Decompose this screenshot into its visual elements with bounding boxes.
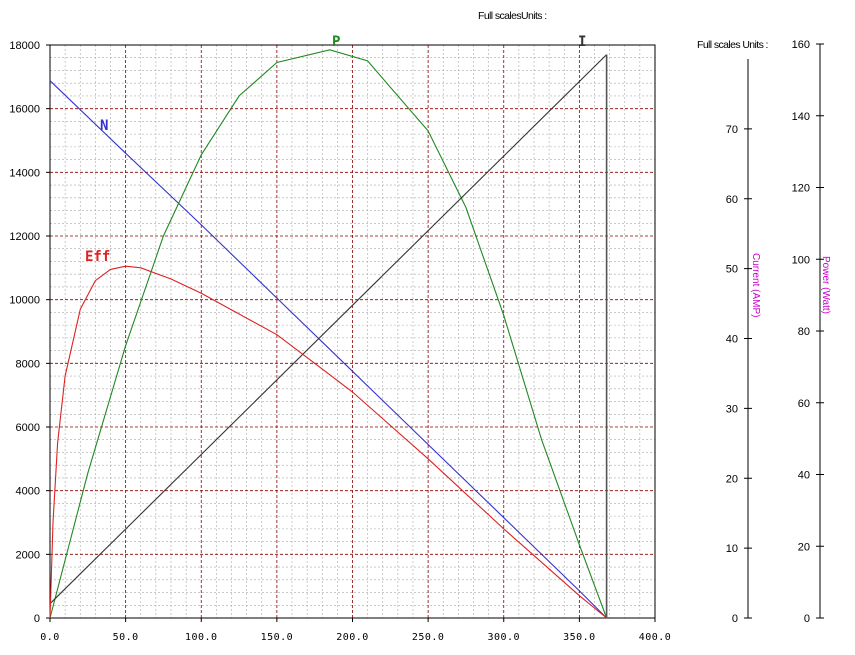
series-line-n (49, 80, 607, 619)
power-tick-label: 100 (792, 254, 810, 266)
x-tick-label: 250.0 (412, 632, 445, 643)
x-tick-label: 0.0 (40, 632, 60, 643)
y-tick-label: 6000 (16, 422, 40, 434)
power-tick-label: 60 (798, 398, 810, 410)
x-tick-label: 300.0 (487, 632, 520, 643)
y-tick-label: 8000 (16, 358, 40, 370)
power-tick-label: 20 (798, 541, 810, 553)
x-tick-label: 50.0 (113, 632, 139, 643)
x-tick-label: 150.0 (261, 632, 294, 643)
y-tick-label: 16000 (9, 104, 40, 116)
header-main: Full scalesUnits : (478, 10, 547, 22)
series-line-p (49, 49, 608, 619)
labels: Full scalesUnits : Full scales Units : C… (9, 10, 831, 643)
power-tick-label: 0 (804, 613, 810, 625)
current-tick-label: 0 (732, 613, 738, 625)
series-label-eff: Eff (85, 249, 110, 265)
x-tick-label: 350.0 (563, 632, 596, 643)
current-tick-label: 70 (726, 124, 738, 136)
power-tick-label: 80 (798, 326, 810, 338)
y-tick-label: 2000 (16, 549, 40, 561)
current-tick-label: 40 (726, 334, 738, 346)
current-tick-label: 30 (726, 403, 738, 415)
series-label-i: I (578, 34, 586, 50)
y-tick-label: 12000 (9, 231, 40, 243)
current-tick-label: 50 (726, 264, 738, 276)
y-tick-label: 14000 (9, 167, 40, 179)
current-axis-label: Current (AMP) (750, 253, 761, 317)
power-tick-label: 160 (792, 39, 810, 51)
x-tick-label: 400.0 (639, 632, 672, 643)
power-tick-label: 40 (798, 470, 810, 482)
grid (50, 45, 655, 618)
power-axis-label: Power (Watt) (820, 256, 831, 314)
current-tick-label: 60 (726, 194, 738, 206)
header-right: Full scales Units : (697, 39, 768, 51)
series-label-p: P (332, 34, 340, 50)
x-tick-label: 200.0 (336, 632, 369, 643)
series-line-eff (49, 265, 607, 619)
series-label-n: N (100, 118, 108, 134)
axes (46, 43, 824, 622)
x-tick-label: 100.0 (185, 632, 218, 643)
y-tick-label: 0 (34, 613, 40, 625)
y-tick-label: 10000 (9, 295, 40, 307)
current-tick-label: 10 (726, 543, 738, 555)
series-group (49, 49, 608, 619)
series-line-i (49, 54, 607, 605)
y-tick-label: 4000 (16, 486, 40, 498)
current-tick-label: 20 (726, 473, 738, 485)
y-tick-label: 18000 (9, 40, 40, 52)
power-tick-label: 140 (792, 111, 810, 123)
power-tick-label: 120 (792, 183, 810, 195)
